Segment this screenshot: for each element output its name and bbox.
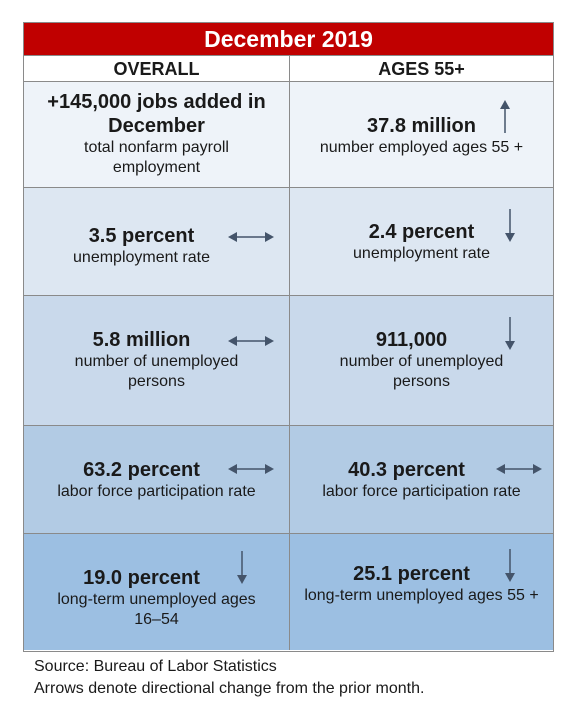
ages55-description: long-term unemployed ages 55 +: [304, 587, 539, 604]
overall-description: total nonfarm payroll employment: [84, 139, 229, 176]
overall-cell: 19.0 percent long-term unemployed ages 1…: [24, 534, 289, 650]
overall-cell: 3.5 percent unemployment rate: [24, 188, 289, 295]
overall-cell: 63.2 percent labor force participation r…: [24, 426, 289, 533]
overall-cell: +145,000 jobs added in December total no…: [24, 82, 289, 187]
ages55-description: number employed ages 55 +: [319, 139, 524, 156]
table-row: 63.2 percent labor force participation r…: [24, 425, 553, 533]
arrows-note: Arrows denote directional change from th…: [34, 680, 425, 697]
arrow-down-icon: [500, 208, 520, 242]
overall-value: 5.8 million: [92, 329, 191, 351]
ages55-value: 2.4 percent: [368, 221, 475, 243]
ages55-cell: 2.4 percent unemployment rate: [289, 188, 553, 295]
ages55-cell: 37.8 million number employed ages 55 +: [289, 82, 553, 187]
ages55-cell: 40.3 percent labor force participation r…: [289, 426, 553, 533]
arrow-left-right-icon: [228, 459, 274, 485]
table-row: 5.8 million number of unemployed persons…: [24, 295, 553, 425]
arrow-left-right-icon: [228, 227, 274, 253]
column-header-overall: OVERALL: [24, 55, 289, 81]
ages55-cell: 25.1 percent long-term unemployed ages 5…: [289, 534, 553, 650]
ages55-cell: 911,000 number of unemployed persons: [289, 296, 553, 425]
ages55-value: 37.8 million: [367, 115, 476, 137]
source-note: Source: Bureau of Labor Statistics: [34, 658, 277, 675]
arrow-down-icon: [500, 548, 520, 582]
arrow-up-icon: [495, 100, 515, 134]
arrow-down-icon: [500, 316, 520, 350]
table-title: December 2019: [24, 23, 553, 55]
table-row: 3.5 percent unemployment rate 2.4 percen…: [24, 187, 553, 295]
ages55-value: 25.1 percent: [353, 563, 470, 585]
ages55-description: unemployment rate: [353, 245, 490, 262]
arrow-left-right-icon: [496, 459, 542, 485]
overall-description: labor force participation rate: [57, 483, 256, 500]
overall-cell: 5.8 million number of unemployed persons: [24, 296, 289, 425]
overall-description: unemployment rate: [73, 249, 210, 266]
arrow-down-icon: [232, 550, 252, 584]
overall-description: number of unemployed persons: [74, 353, 239, 390]
arrow-left-right-icon: [228, 331, 274, 357]
overall-value: 19.0 percent: [83, 567, 200, 589]
stats-table: December 2019 OVERALL AGES 55+ +145,000 …: [23, 22, 554, 652]
table-row: +145,000 jobs added in December total no…: [24, 81, 553, 187]
overall-value: 3.5 percent: [88, 225, 195, 247]
ages55-description: labor force participation rate: [322, 483, 521, 500]
table-row: 19.0 percent long-term unemployed ages 1…: [24, 533, 553, 650]
ages55-description: number of unemployed persons: [339, 353, 504, 390]
ages55-value: 40.3 percent: [348, 459, 465, 481]
column-header-ages55: AGES 55+: [289, 55, 553, 81]
overall-value: +145,000 jobs added in December: [47, 91, 266, 137]
overall-description: long-term unemployed ages 16–54: [57, 591, 256, 628]
ages55-value: 911,000: [375, 329, 448, 351]
overall-value: 63.2 percent: [83, 459, 200, 481]
